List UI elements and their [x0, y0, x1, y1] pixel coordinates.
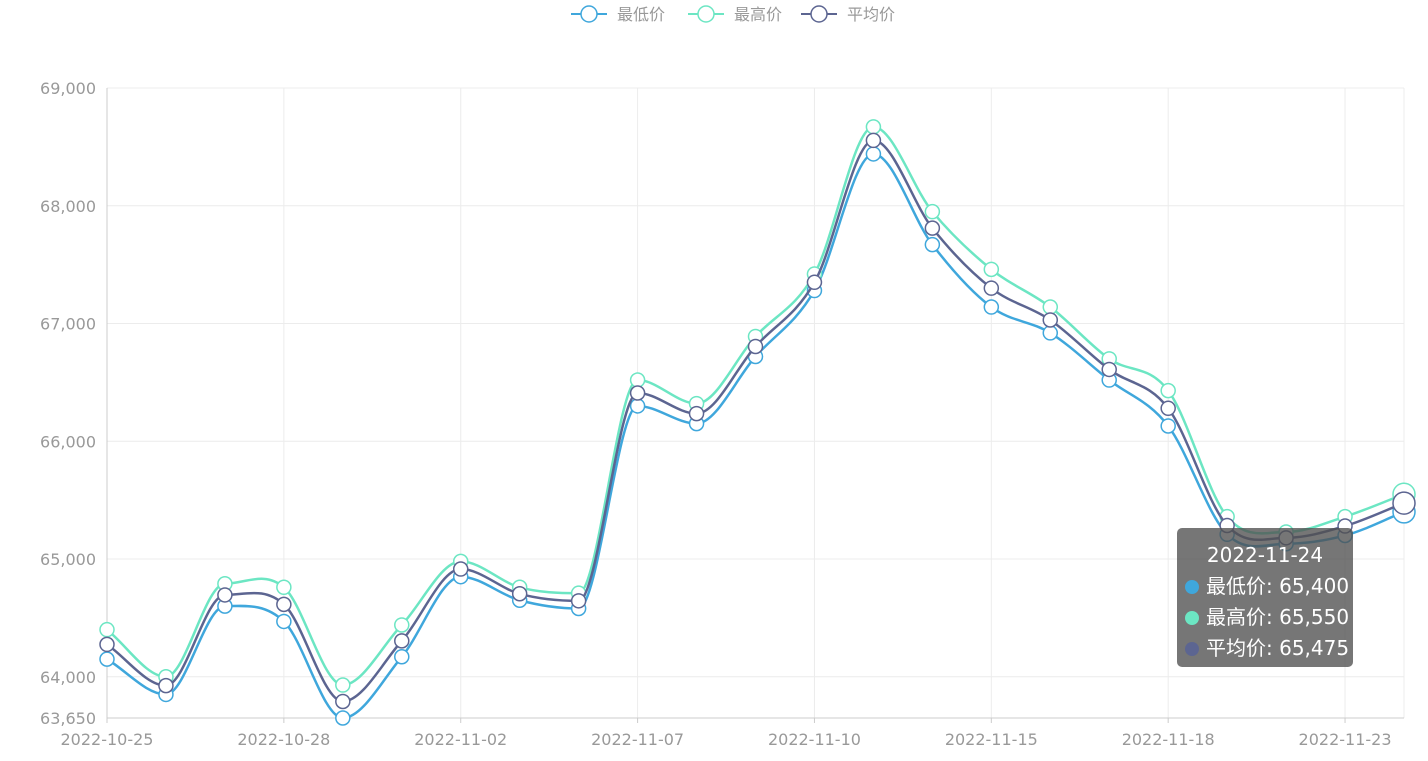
legend-marker-icon [810, 5, 828, 23]
series-color-dot [1185, 642, 1199, 656]
legend-item[interactable]: 最低价 [571, 5, 665, 24]
data-point[interactable] [335, 693, 351, 710]
tooltip-row-label: 平均价: 65,475 [1206, 636, 1350, 660]
data-point[interactable] [865, 132, 882, 149]
data-point[interactable] [394, 649, 410, 665]
data-point[interactable] [276, 579, 292, 596]
data-point[interactable] [688, 405, 705, 422]
y-tick-label: 65,000 [40, 550, 96, 569]
data-point[interactable] [217, 587, 233, 603]
data-point[interactable] [924, 203, 941, 220]
legend-marker-icon [697, 5, 715, 23]
tooltip-row-high: 最高价: 65,550 [1185, 602, 1353, 633]
data-point[interactable] [747, 338, 764, 355]
x-tick-label: 2022-11-15 [945, 730, 1038, 749]
x-tick-label: 2022-11-18 [1122, 730, 1215, 749]
data-point[interactable] [865, 119, 882, 135]
y-tick-label: 64,000 [40, 668, 96, 687]
series-color-dot [1185, 580, 1199, 594]
data-point[interactable] [924, 220, 941, 236]
data-tooltip: 2022-11-24 最低价: 65,400 最高价: 65,550 平均价: … [1177, 528, 1353, 667]
tooltip-row-label: 最低价: 65,400 [1206, 574, 1350, 598]
data-point[interactable] [335, 710, 351, 726]
data-point[interactable] [629, 398, 646, 414]
y-tick-label: 63,650 [40, 709, 96, 728]
legend-label: 最高价 [734, 5, 782, 24]
tooltip-row-label: 最高价: 65,550 [1206, 605, 1350, 629]
data-point[interactable] [394, 617, 410, 633]
x-tick-label: 2022-10-28 [237, 730, 330, 749]
series-3[interactable] [99, 132, 1416, 710]
data-point[interactable] [158, 677, 174, 694]
chart-legend[interactable]: 最低价 最高价 平均价 [571, 5, 895, 24]
axes [106, 88, 1404, 723]
data-point[interactable] [99, 636, 115, 653]
tooltip-title: 2022-11-24 [1206, 543, 1324, 567]
data-point[interactable] [983, 299, 1000, 315]
x-tick-label: 2022-11-02 [414, 730, 507, 749]
data-point[interactable] [276, 613, 292, 630]
data-point[interactable] [99, 621, 115, 638]
data-point[interactable] [276, 596, 292, 613]
data-point[interactable] [570, 593, 587, 609]
x-tick-label: 2022-10-25 [61, 730, 154, 749]
x-tick-label: 2022-11-07 [591, 730, 684, 749]
data-point[interactable] [629, 385, 646, 401]
y-tick-label: 69,000 [40, 79, 96, 98]
data-point[interactable] [1101, 361, 1117, 378]
data-point[interactable] [99, 651, 115, 667]
y-tick-label: 68,000 [40, 197, 96, 216]
x-tick-label: 2022-11-10 [768, 730, 861, 749]
data-point[interactable] [335, 677, 351, 693]
data-point[interactable] [1042, 312, 1059, 328]
data-point[interactable] [394, 633, 410, 649]
series-1[interactable] [99, 146, 1416, 726]
data-point[interactable] [806, 274, 823, 291]
legend-label: 最低价 [617, 5, 665, 24]
data-point[interactable] [511, 586, 528, 602]
data-point[interactable] [1042, 299, 1059, 315]
data-point[interactable] [924, 236, 941, 253]
legend-item[interactable]: 最高价 [688, 5, 782, 24]
data-point[interactable] [1392, 491, 1416, 515]
data-point[interactable] [629, 372, 646, 388]
data-point[interactable] [1160, 418, 1176, 434]
tooltip-row-avg: 平均价: 65,475 [1185, 633, 1353, 664]
y-axis-labels: 69,000 68,000 67,000 66,000 65,000 64,000 63,6… [40, 79, 96, 728]
series-color-dot [1185, 611, 1199, 625]
y-tick-label: 67,000 [40, 315, 96, 334]
data-point[interactable] [1160, 400, 1176, 417]
legend-label: 平均价 [847, 5, 895, 24]
tooltip-row-low: 最低价: 65,400 [1185, 571, 1353, 602]
data-point[interactable] [983, 280, 1000, 296]
x-axis-labels: 2022-10-25 2022-10-28 2022-11-02 2022-11-07… [61, 730, 1392, 749]
legend-marker-icon [580, 5, 598, 23]
data-point[interactable] [865, 146, 882, 162]
data-point[interactable] [1042, 325, 1059, 341]
y-tick-label: 66,000 [40, 432, 96, 451]
x-tick-label: 2022-11-23 [1299, 730, 1392, 749]
data-point[interactable] [452, 561, 469, 577]
data-point[interactable] [983, 261, 1000, 278]
data-point[interactable] [1160, 382, 1176, 399]
legend-item[interactable]: 平均价 [801, 5, 895, 24]
